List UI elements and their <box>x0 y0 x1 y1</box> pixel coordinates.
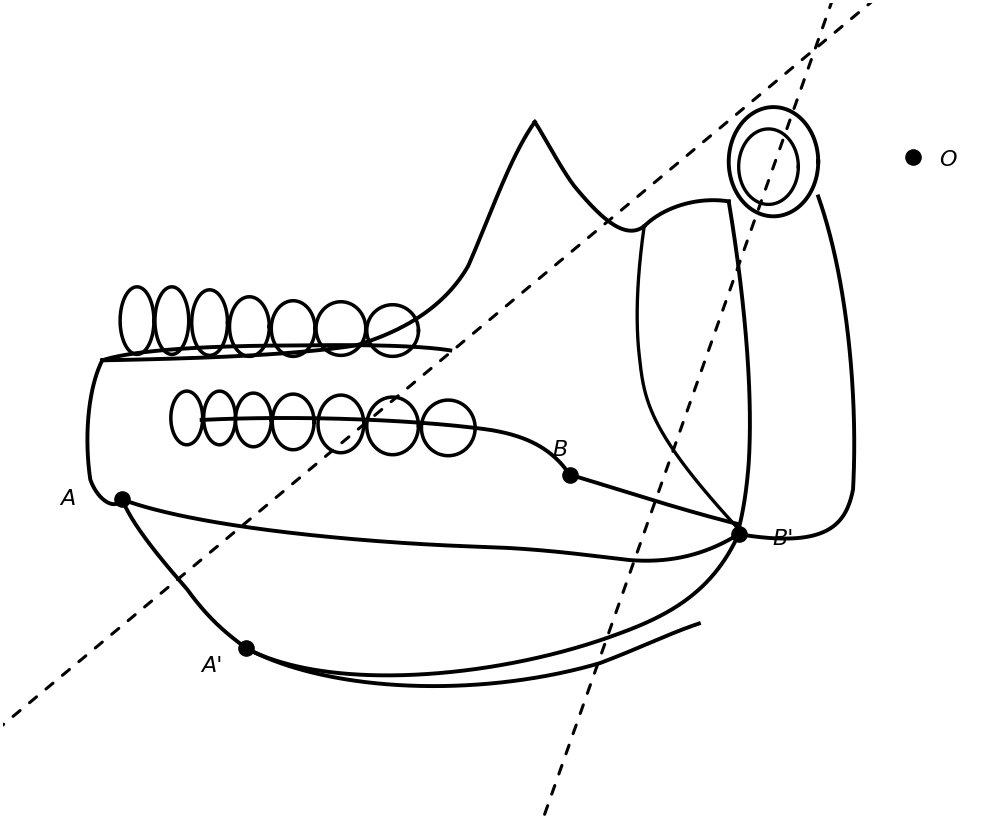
Point <box>905 150 921 164</box>
Point <box>114 493 130 506</box>
Point <box>238 642 254 655</box>
Text: B: B <box>552 440 567 459</box>
Text: A': A' <box>201 656 222 677</box>
Point <box>731 528 747 541</box>
Point <box>562 468 578 481</box>
Text: B': B' <box>773 529 794 549</box>
Text: A: A <box>60 489 75 510</box>
Text: O: O <box>939 150 956 169</box>
